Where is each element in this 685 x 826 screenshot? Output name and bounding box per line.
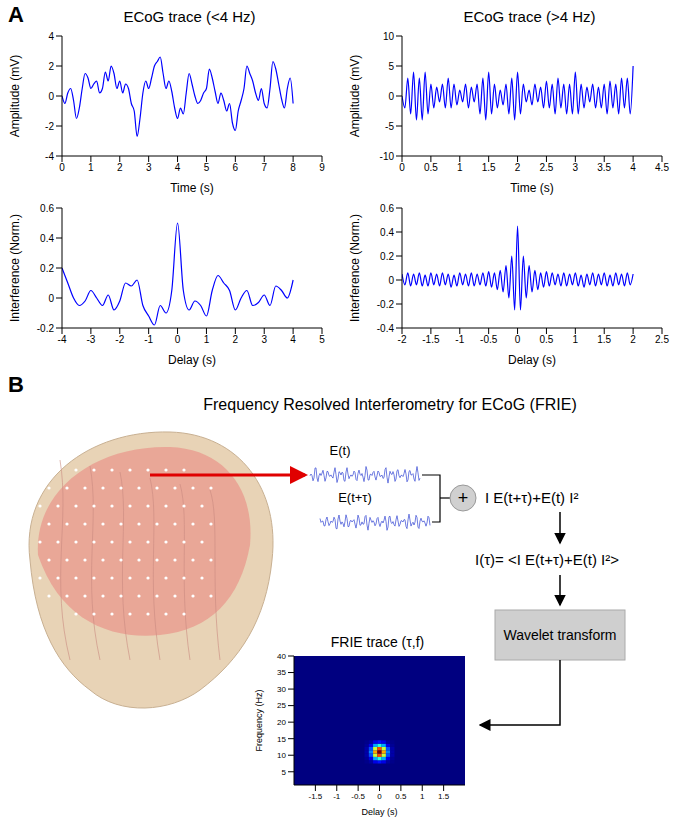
svg-text:4: 4 — [290, 334, 296, 345]
svg-text:-3: -3 — [86, 334, 95, 345]
svg-text:0.5: 0.5 — [395, 792, 407, 801]
svg-text:2: 2 — [117, 162, 123, 173]
html-text:ECoG trace (<4 Hz): ECoG trace (<4 Hz) — [123, 8, 256, 25]
svg-text:-2: -2 — [398, 334, 407, 345]
svg-text:3: 3 — [261, 334, 267, 345]
svg-text:0: 0 — [59, 162, 65, 173]
svg-text:Amplitude (mV): Amplitude (mV) — [8, 55, 22, 138]
svg-text:-5: -5 — [385, 121, 394, 132]
svg-text:Frequency (Hz): Frequency (Hz) — [254, 689, 264, 751]
svg-text:0.2: 0.2 — [40, 263, 54, 274]
svg-text:4.5: 4.5 — [655, 162, 669, 173]
svg-text:1: 1 — [420, 792, 425, 801]
svg-text:0: 0 — [388, 91, 394, 102]
svg-text:-0.5: -0.5 — [351, 792, 365, 801]
svg-text:9: 9 — [319, 162, 325, 173]
svg-text:0.4: 0.4 — [380, 227, 394, 238]
svg-text:E(t+τ): E(t+τ) — [338, 490, 372, 505]
svg-text:1: 1 — [204, 334, 210, 345]
svg-text:3.5: 3.5 — [597, 162, 611, 173]
svg-text:10: 10 — [383, 31, 395, 42]
svg-text:Wavelet transform: Wavelet transform — [503, 627, 616, 643]
svg-text:0.5: 0.5 — [539, 334, 553, 345]
svg-text:0: 0 — [175, 334, 181, 345]
svg-text:Interference (Norm.): Interference (Norm.) — [8, 214, 22, 322]
svg-text:Time (s): Time (s) — [510, 181, 554, 195]
svg-text:20: 20 — [277, 718, 286, 727]
svg-text:7: 7 — [261, 162, 267, 173]
svg-text:0: 0 — [377, 792, 382, 801]
svg-text:5: 5 — [319, 334, 325, 345]
svg-text:-4: -4 — [45, 151, 54, 162]
html-text:ECoG trace (>4 Hz): ECoG trace (>4 Hz) — [463, 8, 596, 25]
svg-text:-1.5: -1.5 — [308, 792, 322, 801]
svg-text:0.6: 0.6 — [40, 203, 54, 214]
svg-text:2: 2 — [48, 61, 54, 72]
svg-text:-4: -4 — [58, 334, 67, 345]
svg-text:-2: -2 — [115, 334, 124, 345]
svg-text:-0.4: -0.4 — [377, 323, 395, 334]
svg-text:Amplitude (mV): Amplitude (mV) — [348, 55, 362, 138]
svg-text:-1: -1 — [333, 792, 341, 801]
svg-text:0.6: 0.6 — [380, 203, 394, 214]
svg-text:Time (s): Time (s) — [170, 181, 214, 195]
svg-text:0: 0 — [48, 293, 54, 304]
svg-text:6: 6 — [233, 162, 239, 173]
svg-text:1: 1 — [573, 334, 579, 345]
svg-text:2: 2 — [233, 334, 239, 345]
svg-text:5: 5 — [388, 61, 394, 72]
svg-text:0: 0 — [399, 162, 405, 173]
svg-text:5: 5 — [282, 768, 287, 777]
svg-text:3: 3 — [146, 162, 152, 173]
svg-text:-0.2: -0.2 — [37, 323, 55, 334]
svg-text:A: A — [8, 2, 24, 27]
svg-text:-0.2: -0.2 — [377, 299, 395, 310]
svg-text:0.5: 0.5 — [424, 162, 438, 173]
svg-text:I(τ)= <I E(t+τ)+E(t) I²>: I(τ)= <I E(t+τ)+E(t) I²> — [475, 551, 619, 568]
svg-text:25: 25 — [277, 701, 286, 710]
svg-text:10: 10 — [277, 751, 286, 760]
svg-text:40: 40 — [277, 652, 286, 661]
svg-text:B: B — [8, 372, 24, 397]
svg-text:2.5: 2.5 — [539, 162, 553, 173]
svg-text:0: 0 — [48, 91, 54, 102]
svg-text:-0.5: -0.5 — [480, 334, 498, 345]
svg-text:1.5: 1.5 — [438, 792, 450, 801]
svg-text:4: 4 — [630, 162, 636, 173]
svg-text:4: 4 — [175, 162, 181, 173]
svg-text:0.4: 0.4 — [40, 233, 54, 244]
svg-text:Frequency Resolved Interferome: Frequency Resolved Interferometry for EC… — [203, 396, 576, 413]
svg-text:2: 2 — [630, 334, 636, 345]
svg-text:0: 0 — [388, 275, 394, 286]
svg-text:35: 35 — [277, 668, 286, 677]
svg-text:15: 15 — [277, 735, 286, 744]
svg-text:-2: -2 — [45, 121, 54, 132]
svg-text:8: 8 — [290, 162, 296, 173]
svg-text:2: 2 — [515, 162, 521, 173]
svg-text:Delay (s): Delay (s) — [508, 353, 556, 367]
svg-text:E(t): E(t) — [330, 443, 351, 458]
svg-text:0: 0 — [515, 334, 521, 345]
svg-text:Delay (s): Delay (s) — [361, 807, 397, 817]
svg-text:1: 1 — [457, 162, 463, 173]
svg-text:1.5: 1.5 — [597, 334, 611, 345]
svg-text:1.5: 1.5 — [482, 162, 496, 173]
svg-text:30: 30 — [277, 685, 286, 694]
svg-text:-1: -1 — [144, 334, 153, 345]
svg-text:4: 4 — [48, 31, 54, 42]
svg-text:-10: -10 — [380, 151, 395, 162]
html-text:FRIE trace (τ,f): FRIE trace (τ,f) — [330, 634, 425, 650]
svg-text:0.2: 0.2 — [380, 251, 394, 262]
svg-text:-1.5: -1.5 — [422, 334, 440, 345]
svg-text:3: 3 — [573, 162, 579, 173]
svg-text:-1: -1 — [455, 334, 464, 345]
svg-text:2.5: 2.5 — [655, 334, 669, 345]
svg-text:Interference (Norm.): Interference (Norm.) — [348, 214, 362, 322]
svg-text:+: + — [458, 488, 469, 508]
svg-text:1: 1 — [88, 162, 94, 173]
svg-text:5: 5 — [204, 162, 210, 173]
svg-text:Delay (s): Delay (s) — [168, 353, 216, 367]
svg-text:I E(t+τ)+E(t) I²: I E(t+τ)+E(t) I² — [485, 489, 578, 506]
